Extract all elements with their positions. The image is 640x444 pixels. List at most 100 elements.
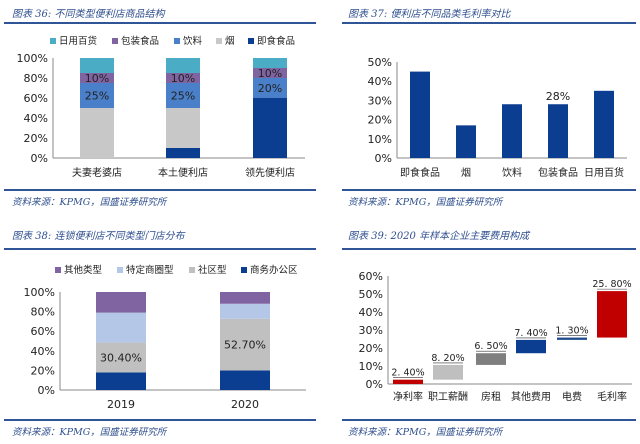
x-tick-label: 2019 — [107, 398, 135, 411]
data-label: 20% — [258, 82, 282, 95]
data-label: 30.40% — [100, 351, 142, 364]
legend-swatch — [50, 38, 56, 44]
y-tick-label: 30% — [368, 94, 392, 107]
data-label: 6. 50% — [474, 341, 507, 352]
x-tick-label: 毛利率 — [597, 390, 627, 403]
data-label: 25% — [85, 90, 109, 103]
chart-36-panel: 图表 36: 不同类型便利店商品结构 0% 20% 40% 60% 80% 100% 夫妻老… — [0, 0, 320, 222]
bar-segment — [166, 58, 200, 73]
bar — [594, 90, 614, 158]
x-tick-label: 领先便利店 — [245, 166, 295, 179]
bar-segment — [253, 58, 287, 68]
legend-swatch — [174, 38, 180, 44]
data-label: 25. 80% — [592, 279, 631, 290]
y-tick-label: 0% — [366, 378, 383, 391]
legend-swatch — [216, 38, 222, 44]
chart-37: 0% 10% 20% 30% 40% 50% 即食食品 烟 饮料 包装食品 日用百货 28% — [368, 56, 627, 179]
legend-label: 日用百货 — [59, 35, 97, 47]
x-tick-label: 其他费用 — [511, 390, 551, 403]
divider — [342, 189, 636, 191]
divider — [4, 189, 316, 191]
bar-segment — [166, 83, 200, 108]
legend-label: 饮料 — [183, 35, 203, 47]
y-tick-label: 10% — [359, 360, 383, 373]
data-label: 7. 40% — [514, 328, 547, 339]
legend-label: 特定商圈型 — [126, 264, 174, 276]
y-tick-label: 40% — [31, 345, 55, 358]
x-tick-label: 日用百货 — [584, 166, 624, 179]
bar — [516, 339, 546, 354]
y-tick-label: 60% — [359, 270, 383, 283]
y-tick-label: 10% — [368, 133, 392, 146]
divider — [4, 419, 316, 421]
bar — [393, 379, 423, 384]
bar-segment — [96, 342, 146, 373]
legend-swatch — [55, 267, 61, 273]
y-tick-label: 60% — [31, 325, 55, 338]
bar-segment — [80, 73, 114, 83]
legend-label: 包装食品 — [121, 35, 159, 47]
y-tick-label: 20% — [368, 114, 392, 127]
bar-segment — [166, 73, 200, 83]
bar-segment — [80, 108, 114, 158]
bar — [597, 291, 627, 338]
y-tick-label: 100% — [24, 286, 55, 299]
bar — [456, 125, 476, 158]
bar-segment — [220, 303, 270, 319]
x-tick-label: 夫妻老婆店 — [72, 166, 122, 179]
chart-title: 图表 36: 不同类型便利店商品结构 — [12, 9, 165, 20]
y-tick-label: 30% — [359, 324, 383, 337]
y-tick-label: 0% — [31, 152, 48, 165]
legend-label: 即食食品 — [257, 35, 295, 47]
legend-swatch — [189, 267, 195, 273]
y-tick-label: 50% — [368, 56, 392, 69]
data-label: 10% — [85, 72, 109, 85]
y-tick-label: 0% — [38, 384, 55, 397]
y-tick-label: 20% — [31, 364, 55, 377]
data-label: 10% — [171, 72, 195, 85]
x-tick-label: 本土便利店 — [158, 166, 208, 179]
data-label: 8. 20% — [431, 353, 464, 364]
divider — [342, 22, 636, 24]
chart-38-panel: 图表 38: 连锁便利店不同类型门店分布 0% 20% 40% 60% 80% 100% 2… — [0, 222, 320, 444]
source-note: 资料来源：KPMG，国盛证券研究所 — [348, 197, 503, 208]
legend-label: 烟 — [225, 35, 235, 47]
bar-segment — [166, 148, 200, 158]
bar — [476, 353, 506, 365]
y-tick-label: 40% — [368, 75, 392, 88]
x-tick-label: 电费 — [562, 390, 582, 403]
y-tick-label: 60% — [24, 92, 48, 105]
bar-segment — [80, 58, 114, 73]
bar-segment — [220, 370, 270, 390]
bar-segment — [253, 68, 287, 78]
divider — [4, 248, 316, 250]
chart-title: 图表 37: 便利店不同品类毛利率对比 — [348, 9, 511, 20]
y-tick-label: 80% — [24, 72, 48, 85]
bar-segment — [96, 312, 146, 343]
divider — [342, 419, 636, 421]
bar — [410, 71, 430, 158]
legend-label: 商务办公区 — [250, 264, 298, 276]
x-tick-label: 职工薪酬 — [428, 391, 468, 403]
chart-39-panel: 图表 39: 2020 年样本企业主要费用构成 0% 10% 20% 30% 40% 50… — [320, 222, 640, 444]
bar-segment — [220, 318, 270, 371]
source-note: 资料来源：KPMG，国盛证券研究所 — [12, 427, 167, 438]
bar-segment — [166, 108, 200, 148]
x-tick-label: 即食食品 — [400, 166, 440, 179]
divider — [4, 22, 316, 24]
data-label: 25% — [171, 90, 195, 103]
legend-swatch — [112, 38, 118, 44]
y-tick-label: 0% — [375, 152, 392, 165]
bar-segment — [253, 98, 287, 158]
bar-segment — [220, 292, 270, 304]
source-note: 资料来源：KPMG，国盛证券研究所 — [12, 197, 167, 208]
y-tick-label: 80% — [31, 306, 55, 319]
x-tick-label: 包装食品 — [538, 166, 578, 179]
divider — [342, 248, 636, 250]
bar-segment — [80, 83, 114, 108]
x-tick-label: 2020 — [231, 398, 259, 411]
chart-39: 0% 10% 20% 30% 40% 50% 60% 净利率 职工薪酬 房租 其他费用 电费 毛利率 2.… — [359, 270, 632, 403]
y-tick-label: 50% — [359, 288, 383, 301]
chart-36: 0% 20% 40% 60% 80% 100% 夫妻老婆店 本土便利店 领先便利店 25% 10% 2… — [17, 35, 305, 179]
y-tick-label: 20% — [24, 132, 48, 145]
